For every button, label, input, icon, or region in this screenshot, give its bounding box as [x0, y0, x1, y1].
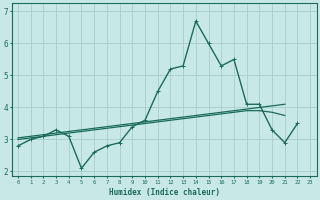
X-axis label: Humidex (Indice chaleur): Humidex (Indice chaleur) — [108, 188, 220, 197]
